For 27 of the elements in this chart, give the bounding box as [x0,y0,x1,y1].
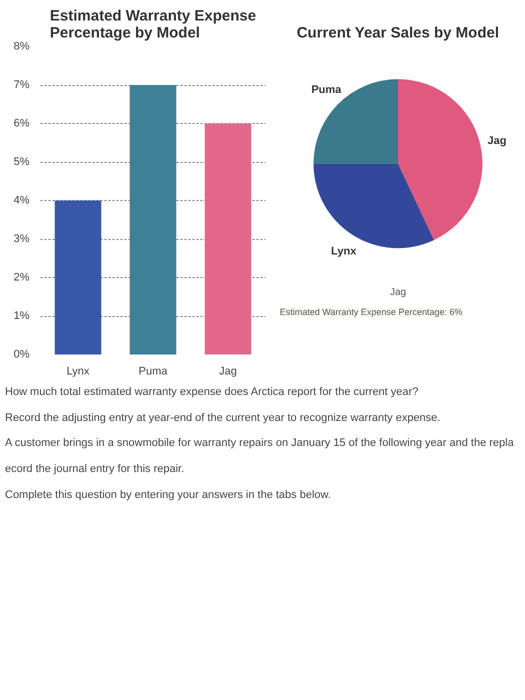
x-tick-label: Lynx [66,366,90,378]
text: A customer brings in a snowmobile for warranty repairs on January 15 of the following year and the repla [5,436,514,452]
text: ecord the journal entry for this repair. [5,462,184,478]
bar [204,124,252,354]
bar [54,200,102,354]
y-tick-label: 8% [14,40,30,52]
y-tick-label: 0% [14,348,30,360]
chart-title: Current Year Sales by Model [296,24,500,42]
slice-label: Puma [311,84,342,96]
slice-label: Jag [487,134,506,147]
chart-title: Estimated Warranty Expense Percentage by Model [50,8,256,42]
y-tick-label: 4% [14,194,30,206]
bar [130,85,176,354]
x-tick-label: Puma [138,366,168,378]
y-tick-label: 6% [14,118,30,130]
text: Estimated Warranty Expense Percentage: 6% [280,307,462,318]
text: Complete this question by entering your answers in the tabs below. [5,488,331,503]
x-tick-label: Jag [219,366,237,378]
y-tick-label: 2% [14,272,30,284]
y-tick-label: 7% [14,79,30,91]
slice-label: Lynx [331,246,358,258]
y-tick-label: 3% [14,233,30,245]
text: Record the adjusting entry at year-end of the current year to recognize warranty expense. [5,410,440,426]
text: How much total estimated warranty expense does Arctica report for the current year? [5,385,418,400]
y-tick-label: 5% [14,156,30,168]
y-tick-label: 1% [14,310,30,322]
text: Jag [390,287,406,298]
